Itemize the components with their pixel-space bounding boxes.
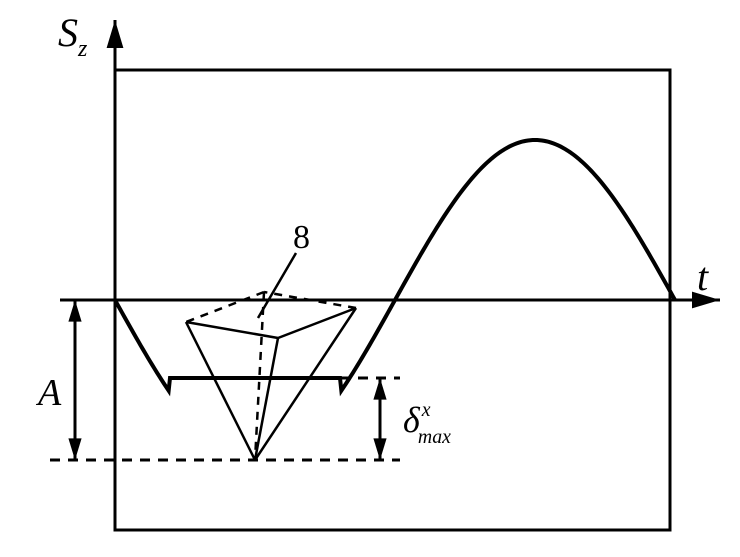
leader-label: 8 [293,219,310,256]
leader-line [258,253,296,318]
y-axis-arrow [107,20,124,48]
dim-delta-group [373,378,386,460]
sine-curve [115,140,675,391]
dim-delta-label: δxmax [403,399,451,448]
x-axis-label: t [697,254,709,299]
axes-group [70,20,720,530]
dim-delta-arrow-top [373,378,386,400]
dim-a-arrow-bot [68,438,81,460]
dim-a-group [68,300,81,460]
dim-a-label: A [35,372,62,414]
dim-delta-arrow-bot [373,438,386,460]
y-axis-label: Sz [58,10,88,62]
dim-a-arrow-top [68,300,81,322]
